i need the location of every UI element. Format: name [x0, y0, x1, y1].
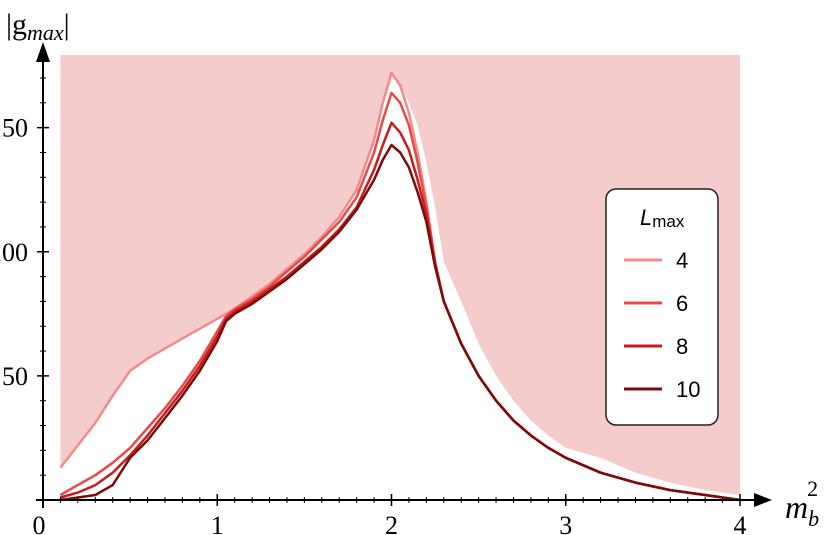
y-axis-arrow [36, 42, 50, 62]
y-ticks: 50 100 150 [0, 77, 49, 476]
legend-items: 4 6 8 10 [624, 248, 700, 402]
legend-title-main: L [640, 205, 652, 230]
x-tick-label: 4 [734, 511, 747, 535]
x-axis-arrow [754, 493, 772, 507]
x-axis-label-main: m [785, 489, 808, 525]
y-axis-label-sub: max [27, 20, 64, 45]
series-line-10 [60, 143, 741, 502]
x-axis-label-sub: b [808, 506, 819, 531]
x-tick-label: 1 [211, 511, 224, 535]
legend-label-8: 8 [676, 334, 688, 359]
y-tick-label: 100 [0, 238, 28, 267]
x-ticks: 0 1 2 3 4 [33, 494, 747, 535]
x-axis-label-sup: 2 [807, 476, 818, 501]
x-axis-label: mb 2 [785, 476, 819, 531]
y-tick-label: 150 [0, 114, 28, 143]
legend-title: Lmax [640, 205, 685, 231]
legend: Lmax 4 6 8 10 [605, 188, 719, 426]
legend-label-10: 10 [676, 377, 700, 402]
x-tick-label: 0 [33, 511, 46, 535]
series-group [59, 71, 741, 502]
y-axis-label: |gmax| [6, 8, 70, 45]
legend-label-6: 6 [676, 291, 688, 316]
legend-title-sub: max [652, 212, 685, 231]
x-tick-label: 2 [385, 511, 398, 535]
envelope-fill [60, 73, 740, 500]
y-tick-label: 50 [2, 362, 28, 391]
legend-label-4: 4 [676, 248, 688, 273]
x-tick-label: 3 [559, 511, 572, 535]
axes: 0 1 2 3 4 50 100 150 [0, 42, 772, 535]
legend-box [605, 188, 719, 426]
y-axis-label-close: | [64, 8, 70, 41]
y-axis-label-main: |g [6, 8, 27, 41]
